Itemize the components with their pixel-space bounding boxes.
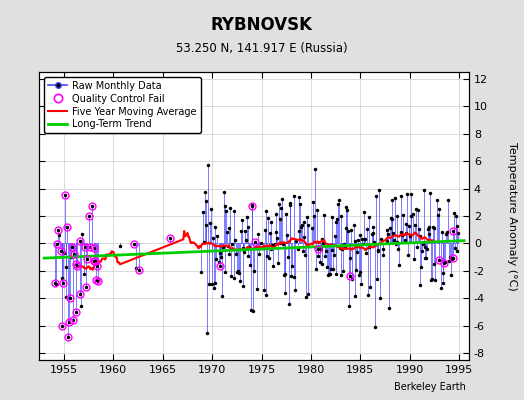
Text: Berkeley Earth: Berkeley Earth [395, 382, 466, 392]
Text: RYBNOVSK: RYBNOVSK [211, 16, 313, 34]
Text: 53.250 N, 141.917 E (Russia): 53.250 N, 141.917 E (Russia) [176, 42, 348, 55]
Legend: Raw Monthly Data, Quality Control Fail, Five Year Moving Average, Long-Term Tren: Raw Monthly Data, Quality Control Fail, … [44, 77, 201, 133]
Y-axis label: Temperature Anomaly (°C): Temperature Anomaly (°C) [507, 142, 517, 290]
